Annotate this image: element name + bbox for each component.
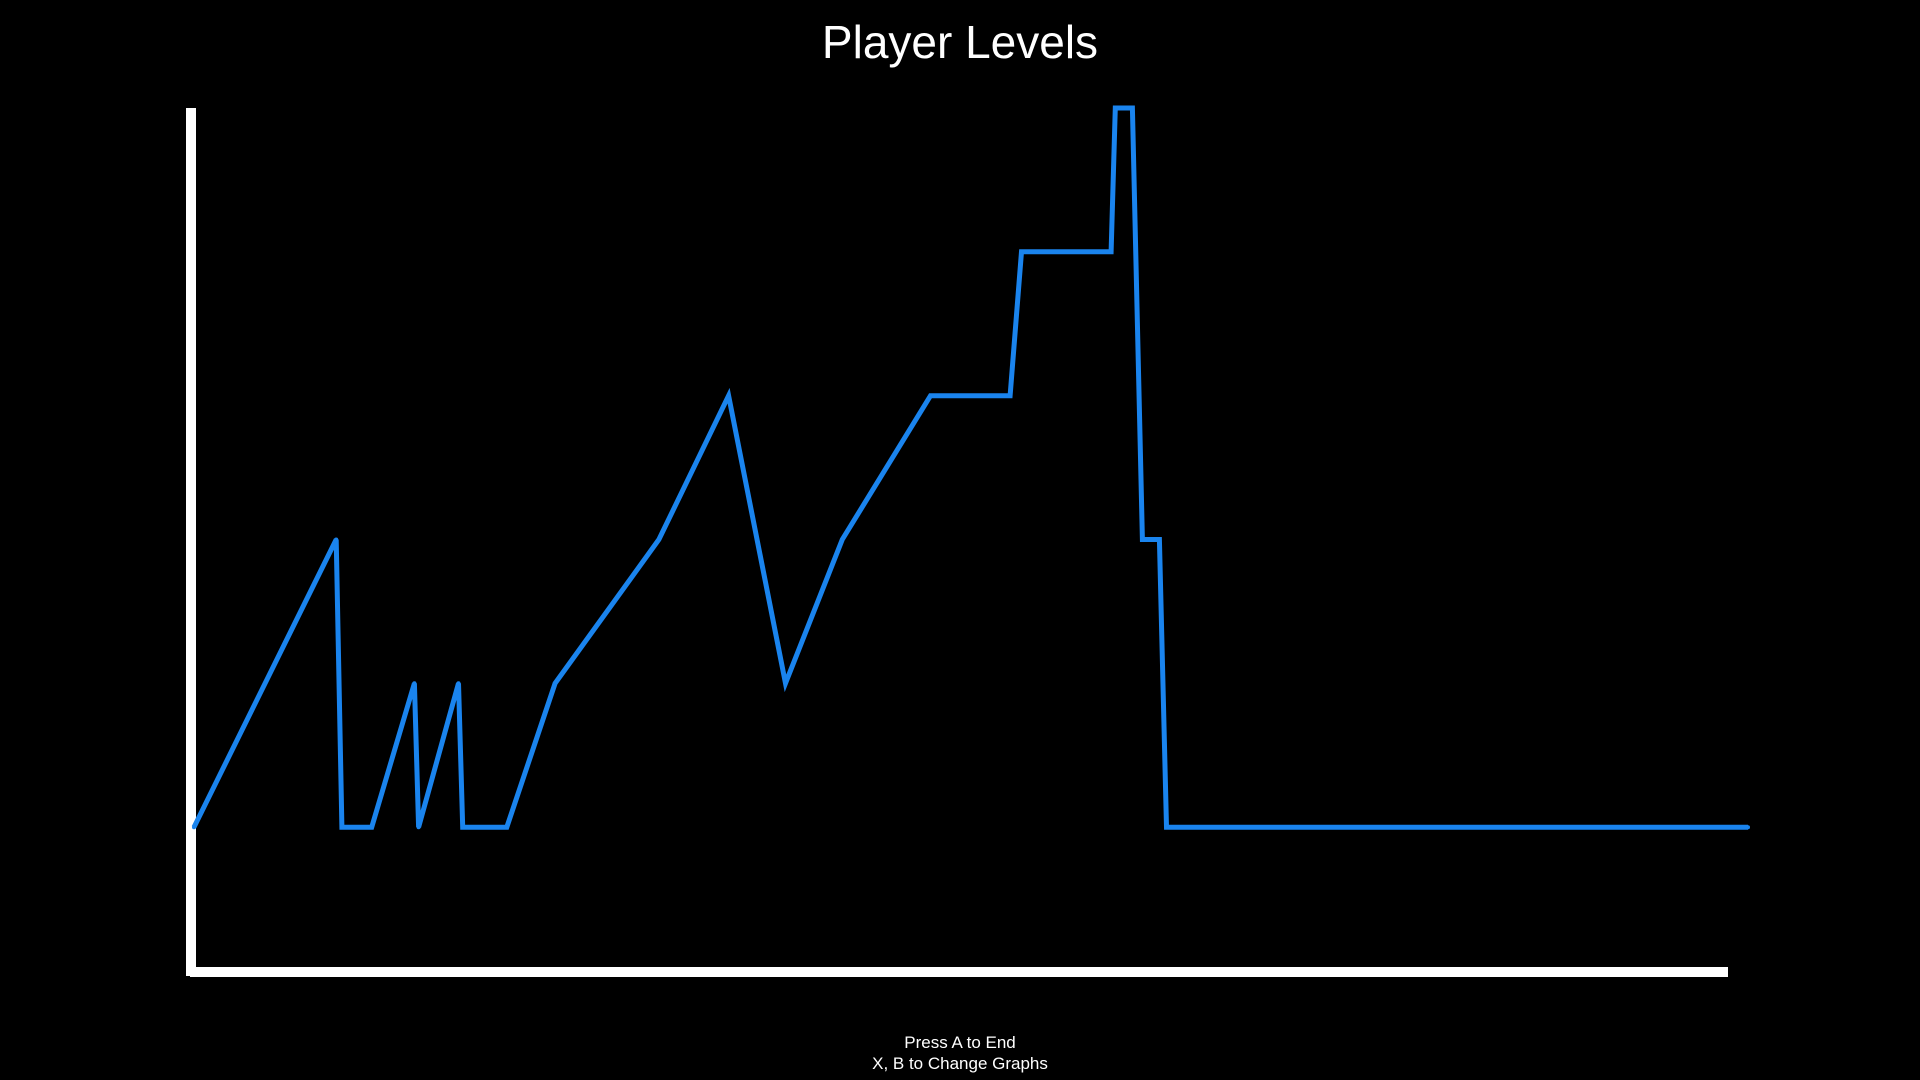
data-point-0-21 xyxy=(1140,537,1145,542)
data-point-0-0 xyxy=(192,825,196,830)
chart-title: Player Levels xyxy=(821,16,1099,68)
data-point-0-22 xyxy=(1157,537,1162,542)
data-point-0-25 xyxy=(1746,825,1750,830)
data-point-0-19 xyxy=(1113,106,1118,110)
data-point-0-23 xyxy=(1164,825,1169,830)
data-point-0-2 xyxy=(334,537,339,542)
data-point-0-11 xyxy=(656,537,661,542)
end-instruction: Press A to End xyxy=(904,1033,1016,1052)
data-point-0-10 xyxy=(553,681,558,686)
data-point-0-24 xyxy=(1319,825,1324,830)
data-point-0-6 xyxy=(416,825,421,830)
data-point-0-1 xyxy=(263,681,268,686)
data-point-0-14 xyxy=(840,537,845,542)
series-line-0 xyxy=(191,105,1748,830)
data-point-0-15 xyxy=(928,393,933,398)
data-point-0-16 xyxy=(1008,393,1013,398)
data-point-0-20 xyxy=(1130,106,1135,110)
y-axis xyxy=(186,108,196,976)
data-point-0-18 xyxy=(1109,249,1114,254)
data-point-0-8 xyxy=(460,825,465,830)
change-graphs-instruction: X, B to Change Graphs xyxy=(872,1054,1048,1073)
data-point-0-4 xyxy=(369,825,374,830)
data-point-0-17 xyxy=(1019,249,1024,254)
data-point-0-7 xyxy=(456,681,461,686)
data-point-0-12 xyxy=(726,393,731,398)
data-point-0-5 xyxy=(412,681,417,686)
data-point-0-9 xyxy=(504,825,509,830)
x-axis xyxy=(190,967,1728,977)
controls-hint: Press A to End X, B to Change Graphs xyxy=(0,1032,1920,1074)
data-point-0-13 xyxy=(783,681,788,686)
data-point-0-3 xyxy=(339,825,344,830)
